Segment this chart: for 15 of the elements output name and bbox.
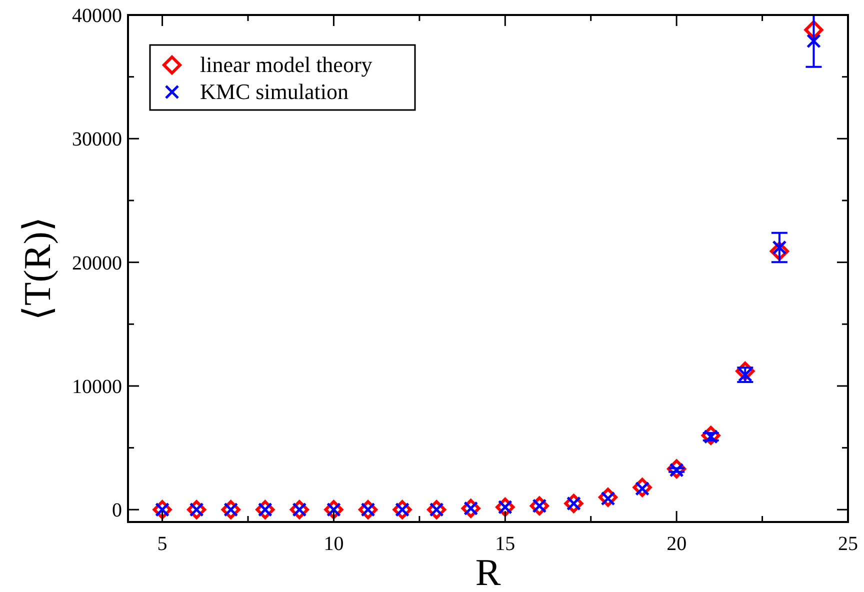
x-tick-label: 10 [324, 533, 344, 555]
point [806, 34, 821, 48]
x-axis-title: R [475, 552, 502, 592]
x-tick-label: 15 [495, 533, 516, 555]
y-tick-label: 20000 [72, 252, 122, 274]
x-tick-label: 25 [838, 533, 858, 555]
y-tick-label: 10000 [72, 376, 122, 398]
x-tick-label: 20 [666, 533, 687, 555]
y-tick-label: 0 [112, 500, 122, 522]
legend-label: linear model theory [200, 52, 372, 77]
y-tick-label: 30000 [72, 128, 122, 151]
y-axis-title: ⟨T(R)⟩ [17, 216, 59, 320]
x-tick-label: 5 [157, 533, 168, 555]
y-tick-label: 40000 [72, 5, 122, 27]
legend-label: KMC simulation [200, 79, 349, 104]
